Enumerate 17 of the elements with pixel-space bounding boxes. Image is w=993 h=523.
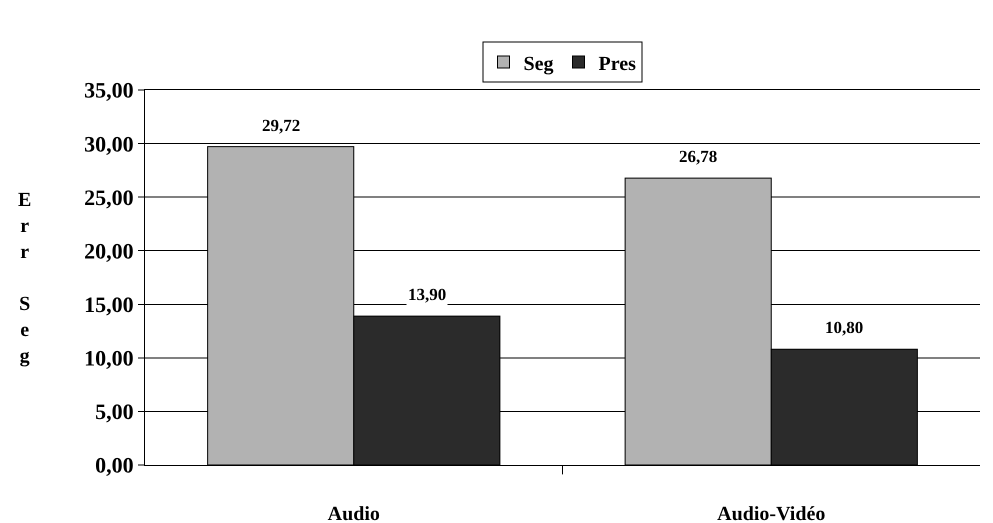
legend-label: Seg: [524, 52, 554, 75]
data-label: 29,72: [262, 116, 300, 135]
text: Err Seg: [18, 189, 32, 367]
y-tick-label: 15,00: [84, 292, 134, 317]
y-tick-label: 5,00: [95, 399, 134, 424]
data-label: 10,80: [825, 318, 864, 337]
y-tick-label: 35,00: [84, 78, 134, 103]
y-tick-label: 0,00: [95, 452, 134, 478]
y-tick-label: 10,00: [84, 346, 134, 371]
x-tick-label: Audio-Vidéo: [717, 503, 826, 523]
data-label: 26,78: [679, 147, 718, 166]
x-tick-label: Audio: [328, 503, 380, 523]
legend-label: Pres: [598, 52, 636, 75]
y-tick-label: 30,00: [84, 131, 134, 156]
y-tick-label: 25,00: [84, 184, 134, 210]
y-tick-label: 20,00: [84, 238, 134, 264]
data-label: 13,90: [408, 285, 446, 304]
